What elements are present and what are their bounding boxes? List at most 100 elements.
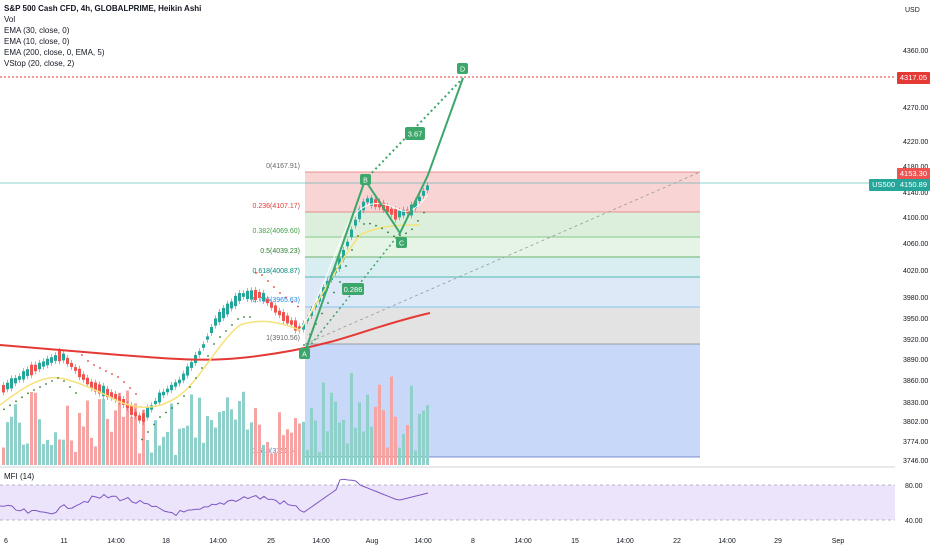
- mfi-axis-lower: 40.00: [905, 518, 923, 525]
- volume-bar: [294, 418, 297, 465]
- mfi-pane: [0, 478, 895, 521]
- fib-label-5: 0.5(4039.23): [260, 248, 300, 255]
- candle-body: [90, 381, 93, 389]
- volume-bars: [2, 372, 429, 465]
- price-tick: 4020.00: [903, 268, 928, 275]
- vstop-dot: [135, 393, 137, 395]
- vstop-dot: [393, 235, 395, 238]
- candle-body: [354, 219, 357, 226]
- vstop-dot: [261, 274, 263, 276]
- vstop-dot: [21, 396, 23, 399]
- volume-bar: [34, 392, 37, 465]
- candle-body: [362, 201, 365, 211]
- volume-bar: [278, 412, 281, 465]
- volume-bar: [10, 416, 13, 465]
- fib-label-236: 0.236(4107.17): [253, 203, 300, 210]
- mfi-title[interactable]: MFI (14): [4, 472, 35, 481]
- volume-bar: [230, 409, 233, 465]
- ema-200-line: [0, 312, 431, 361]
- vstop-dot: [141, 438, 143, 441]
- volume-bar: [174, 454, 177, 465]
- candle-body: [358, 208, 361, 220]
- vstop-dot: [405, 232, 407, 235]
- volume-bar: [106, 418, 109, 465]
- volume-bar: [406, 425, 409, 465]
- price-axis[interactable]: USD 4360.00 4270.00 4220.00 4180.00 4140.00 4…: [903, 7, 928, 465]
- candle-body: [402, 209, 405, 216]
- volume-bar: [26, 443, 29, 465]
- candle-body: [234, 295, 237, 307]
- volume-bar: [102, 399, 105, 465]
- volume-bar: [362, 431, 365, 465]
- vstop-dot: [225, 330, 227, 332]
- candle-body: [62, 353, 65, 361]
- candle-body: [190, 362, 193, 368]
- time-tick: 29: [774, 538, 782, 545]
- vstop-dot: [231, 324, 233, 326]
- vstop-dot: [15, 400, 17, 403]
- volume-bar: [366, 394, 369, 465]
- candle-body: [218, 311, 221, 323]
- volume-bar: [402, 433, 405, 465]
- price-tick: 4220.00: [903, 139, 928, 146]
- volume-bar: [218, 411, 221, 465]
- volume-bar: [306, 449, 309, 465]
- fib-zone-5-618: [305, 257, 700, 277]
- volume-bar: [198, 397, 201, 465]
- volume-bar: [386, 447, 389, 465]
- time-tick: 22: [673, 538, 681, 545]
- vstop-dot: [75, 392, 77, 394]
- vstop-dot: [177, 402, 179, 405]
- vstop-dot: [69, 386, 71, 388]
- volume-bar: [134, 403, 137, 465]
- candle-body: [266, 298, 269, 304]
- vstop-dot: [279, 292, 281, 294]
- candle-body: [214, 318, 217, 326]
- candle-body: [386, 205, 389, 213]
- symbol-title[interactable]: S&P 500 Cash CFD, 4h, GLOBALPRIME, Heiki…: [4, 4, 202, 13]
- time-axis[interactable]: 6 11 14:00 18 14:00 25 14:00 Aug 14:00 8 14:00 15 14…: [4, 538, 844, 545]
- legend-vol[interactable]: Vol: [4, 15, 16, 24]
- candle-body: [198, 351, 201, 355]
- candle-body: [6, 382, 9, 390]
- vstop-dot: [51, 380, 53, 382]
- candle-body: [134, 411, 137, 417]
- candle-body: [46, 358, 49, 366]
- legend-ema-10[interactable]: EMA (10, close, 0): [4, 37, 70, 46]
- vstop-dot: [45, 383, 47, 385]
- vstop-dot: [153, 423, 155, 426]
- candle-body: [342, 249, 345, 260]
- vstop-dot: [195, 377, 197, 379]
- legend-vstop[interactable]: VStop (20, close, 2): [4, 59, 75, 68]
- volume-bar: [298, 423, 301, 465]
- mfi-axis[interactable]: 80.00 40.00: [905, 483, 923, 525]
- vstop-dot: [363, 223, 365, 225]
- vstop-dot: [351, 249, 353, 251]
- volume-bar: [418, 413, 421, 465]
- time-tick: 14:00: [616, 538, 634, 545]
- symbol-tag: US500: [869, 179, 898, 191]
- candle-body: [138, 415, 141, 421]
- volume-bar: [38, 419, 41, 465]
- fib-retracement[interactable]: 0(4167.91) 0.236(4107.17) 0.382(4069.60)…: [253, 163, 700, 458]
- volume-bar: [206, 415, 209, 465]
- candle-body: [74, 367, 77, 371]
- legend-ema-200[interactable]: EMA (200, close, 0, EMA, 5): [4, 48, 105, 57]
- vstop-dot: [291, 301, 293, 303]
- legend-ema-30[interactable]: EMA (30, close, 0): [4, 26, 70, 35]
- vstop-dot: [3, 408, 5, 411]
- vstop-dot: [27, 392, 29, 395]
- volume-bar: [90, 437, 93, 465]
- volume-bar: [258, 424, 261, 465]
- candle-body: [10, 378, 13, 389]
- vstop-dot: [273, 286, 275, 288]
- candle-body: [390, 208, 393, 215]
- volume-bar: [70, 440, 73, 465]
- volume-bar: [254, 408, 257, 465]
- abcd-pattern[interactable]: A B C D 0.286 3.67: [299, 63, 468, 359]
- vstop-dot: [333, 291, 335, 294]
- volume-bar: [422, 410, 425, 465]
- price-tick: 4180.00: [903, 164, 928, 171]
